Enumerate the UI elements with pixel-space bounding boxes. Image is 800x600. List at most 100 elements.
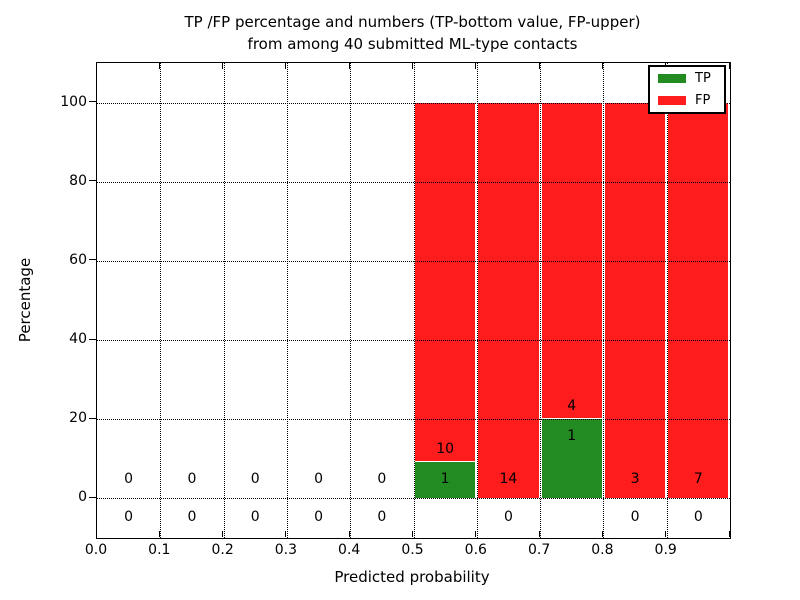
x-tick-label-0.8: 0.8 — [591, 542, 614, 558]
x-tick-label-0.4: 0.4 — [338, 542, 361, 558]
x-tick-label-0.9: 0.9 — [654, 542, 677, 558]
x-tick-mark-bottom-0.8 — [601, 531, 603, 537]
fp-count-label-bin-9: 7 — [693, 471, 703, 488]
horizontal-gridline-100 — [97, 102, 730, 104]
x-tick-mark-top-0.2 — [222, 63, 224, 69]
tp-count-label-bin-8: 0 — [630, 509, 640, 526]
bar-fp-bin-9 — [668, 102, 729, 499]
fp-count-label-bin-6: 14 — [499, 471, 518, 488]
plot-area: 0 0 0 0 0 0 0 0 0 0 10 1 14 0 4 1 3 0 7 0 — [96, 62, 731, 539]
horizontal-gridline-40 — [97, 340, 730, 342]
bar-fp-bin-5 — [415, 102, 476, 463]
y-tick-label-40: 40 — [69, 331, 87, 348]
fp-count-label-bin-5: 10 — [436, 441, 455, 458]
vertical-gridline-0.4 — [350, 63, 352, 538]
horizontal-gridline-0 — [97, 498, 730, 500]
x-tick-mark-bottom-0.3 — [285, 531, 287, 537]
fp-count-label-bin-4: 0 — [377, 471, 387, 488]
tp-count-label-bin-1: 0 — [187, 509, 197, 526]
x-tick-mark-bottom-0.7 — [538, 531, 540, 537]
bar-tp-bin-5 — [415, 462, 476, 499]
vertical-gridline-0.3 — [286, 63, 288, 538]
bar-tp-bin-7 — [541, 419, 602, 499]
y-tick-label-0: 0 — [78, 489, 87, 506]
y-tick-label-100: 100 — [60, 93, 87, 110]
fp-count-label-bin-2: 0 — [250, 471, 260, 488]
grid-layer — [97, 63, 730, 538]
vertical-gridline-0.8 — [603, 63, 605, 538]
tp-count-label-bin-0: 0 — [124, 509, 134, 526]
vertical-gridline-0.6 — [476, 63, 478, 538]
x-tick-mark-bottom-0.4 — [348, 531, 350, 537]
x-tick-label-0.0: 0.0 — [84, 542, 108, 558]
x-tick-mark-top-0.1 — [158, 63, 160, 69]
chart-title-line2: from among 40 submitted ML-type contacts — [247, 35, 578, 53]
y-tick-mark-100 — [89, 101, 96, 103]
fp-color-swatch-icon — [658, 96, 686, 105]
vertical-gridline-0.9 — [666, 63, 668, 538]
chart-title-line1: TP /FP percentage and numbers (TP-bottom… — [184, 13, 641, 31]
horizontal-gridline-20 — [97, 419, 730, 421]
x-axis-label: Predicted probability — [334, 568, 490, 586]
x-tick-mark-bottom-0.6 — [475, 531, 477, 537]
fp-count-label-bin-8: 3 — [630, 471, 640, 488]
x-tick-label-0.2: 0.2 — [211, 542, 234, 558]
y-axis-label: Percentage — [16, 257, 34, 343]
x-tick-mark-top-0.3 — [285, 63, 287, 69]
bar-stack-separator — [415, 461, 476, 463]
x-tick-mark-top-0.4 — [348, 63, 350, 69]
vertical-gridline-0.7 — [540, 63, 542, 538]
y-tick-mark-60 — [89, 259, 96, 261]
y-tick-mark-0 — [89, 496, 96, 498]
bar-fp-bin-6 — [478, 102, 539, 499]
tp-count-label-bin-3: 0 — [314, 509, 324, 526]
tp-count-label-bin-9: 0 — [693, 509, 703, 526]
chart-title: TP /FP percentage and numbers (TP-bottom… — [96, 11, 729, 55]
x-tick-mark-top-0.5 — [412, 63, 413, 69]
bar-fp-bin-8 — [604, 102, 666, 499]
x-tick-mark-bottom-0 — [95, 531, 97, 537]
fp-count-label-bin-3: 0 — [314, 471, 324, 488]
tp-count-label-bin-7: 1 — [567, 427, 577, 444]
x-tick-mark-top-1 — [728, 63, 730, 69]
tp-count-label-bin-2: 0 — [250, 509, 260, 526]
x-tick-mark-bottom-0.5 — [412, 531, 413, 537]
x-tick-mark-top-0 — [95, 63, 97, 69]
horizontal-gridline-80 — [97, 181, 730, 183]
x-tick-mark-bottom-0.9 — [665, 531, 667, 537]
x-tick-label-0.3: 0.3 — [274, 542, 298, 558]
y-tick-label-60: 60 — [69, 251, 87, 268]
x-tick-mark-bottom-0.2 — [222, 531, 224, 537]
x-tick-label-0.5: 0.5 — [401, 542, 424, 558]
x-tick-label-0.7: 0.7 — [527, 542, 551, 558]
vertical-gridline-0.5 — [413, 63, 415, 538]
legend-label-fp: FP — [695, 93, 711, 108]
x-tick-mark-top-0.6 — [475, 63, 477, 69]
bar-stack-separator — [541, 418, 602, 420]
x-tick-label-0.6: 0.6 — [464, 542, 487, 558]
horizontal-gridline-60 — [97, 260, 730, 262]
y-tick-label-20: 20 — [69, 410, 87, 427]
legend-item-tp: TP — [658, 71, 724, 86]
tp-color-swatch-icon — [658, 74, 686, 83]
x-tick-mark-bottom-1 — [728, 531, 730, 537]
y-tick-mark-40 — [89, 338, 96, 340]
legend-label-tp: TP — [695, 71, 711, 86]
vertical-gridline-0.2 — [223, 63, 225, 538]
x-tick-mark-top-0.8 — [601, 63, 603, 69]
bar-annotations-layer: 0 0 0 0 0 0 0 0 0 0 10 1 14 0 4 1 3 0 7 0 — [97, 63, 730, 538]
legend-item-fp: FP — [658, 93, 724, 108]
fp-count-label-bin-7: 4 — [567, 398, 577, 415]
y-tick-label-80: 80 — [69, 172, 87, 189]
x-tick-mark-bottom-0.1 — [158, 531, 160, 537]
tp-count-label-bin-5: 1 — [440, 471, 450, 488]
legend: TP FP — [648, 65, 726, 114]
tp-count-label-bin-4: 0 — [377, 509, 387, 526]
x-tick-label-0.1: 0.1 — [148, 542, 171, 558]
y-tick-mark-20 — [89, 417, 96, 419]
y-tick-mark-80 — [89, 180, 96, 182]
x-tick-mark-top-0.7 — [538, 63, 540, 69]
vertical-gridline-0.1 — [160, 63, 162, 538]
tp-count-label-bin-6: 0 — [503, 509, 513, 526]
